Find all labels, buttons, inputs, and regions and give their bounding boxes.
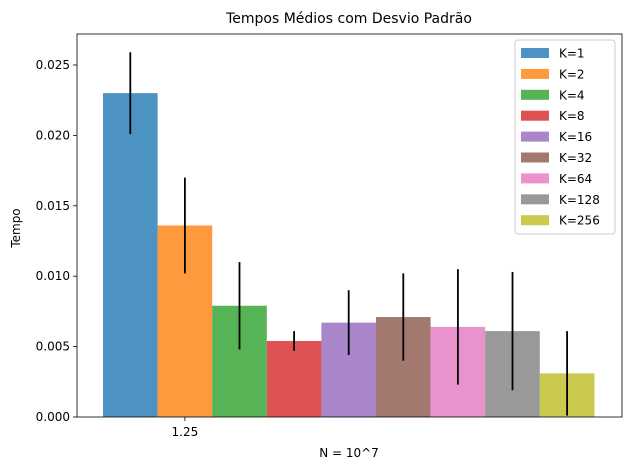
y-tick-label: 0.015 [36,199,70,213]
legend-label: K=16 [559,130,592,144]
legend-swatch [521,48,549,58]
legend-label: K=256 [559,214,600,228]
legend-label: K=2 [559,67,585,81]
legend-swatch [521,152,549,163]
legend-swatch [521,215,549,226]
legend-label: K=8 [559,109,585,123]
legend-label: K=4 [559,88,585,102]
legend-label: K=64 [559,172,592,186]
legend-swatch [521,173,549,184]
legend-swatch [521,110,549,121]
legend-swatch [521,68,549,79]
legend: K=1 K=2 K=4 K=8 K=16 K=32 K=64 K=128 K=256 [514,39,616,235]
y-tick-label: 0.005 [36,340,70,354]
legend-swatch [521,89,549,100]
legend-label: K=1 [559,47,585,61]
y-tick-label: 0.025 [36,58,70,72]
chart-title: Tempos Médios com Desvio Padrão [225,11,472,27]
legend-label: K=128 [559,193,600,207]
y-axis-ticks: 0.000 0.005 0.010 0.015 0.020 0.025 [36,58,77,424]
bar-k-1 [103,93,158,417]
x-axis-ticks: 1.25 [172,417,199,439]
y-tick-label: 0.020 [36,128,70,142]
y-tick-label: 0.000 [36,410,70,424]
x-axis-label: N = 10^7 [319,446,379,460]
plot-frame [76,33,623,418]
legend-label: K=32 [559,151,592,165]
bar-k-8 [266,340,322,417]
y-axis-label: Tempo [9,208,23,248]
bars-layer [103,93,595,417]
legend-box [514,39,616,235]
legend-swatch [521,131,549,142]
x-tick-label: 1.25 [172,425,199,439]
y-tick-label: 0.010 [36,269,70,283]
legend-swatch [521,194,549,205]
error-bars-layer [129,52,568,416]
